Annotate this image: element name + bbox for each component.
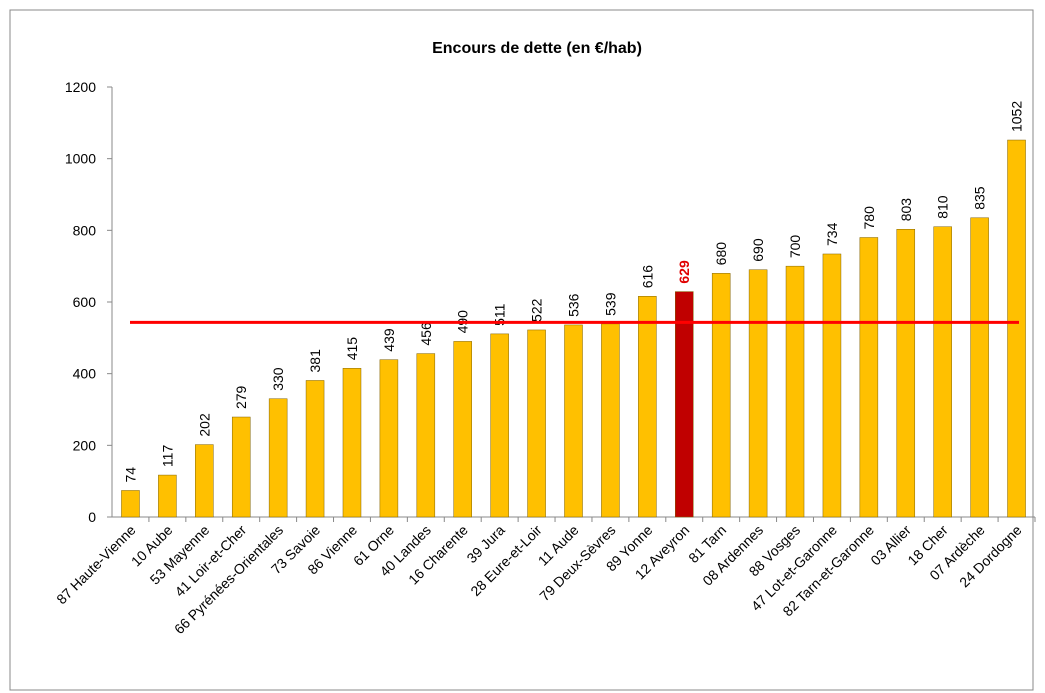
y-tick-label: 200	[73, 437, 97, 453]
value-label: 616	[639, 265, 655, 289]
chart-title: Encours de dette (en €/hab)	[432, 40, 642, 57]
value-label: 117	[159, 445, 175, 468]
bar	[195, 444, 214, 518]
value-label: 629	[676, 260, 692, 284]
bar	[970, 217, 989, 518]
value-label: 279	[233, 385, 249, 409]
bar	[342, 368, 362, 518]
y-tick-label: 1200	[65, 79, 96, 95]
value-label: 415	[344, 337, 360, 361]
chart-frame	[9, 9, 1034, 691]
value-label: 536	[566, 293, 582, 317]
bar	[453, 341, 472, 518]
bar	[379, 359, 399, 518]
y-tick-label: 400	[73, 366, 97, 382]
value-label: 803	[898, 198, 914, 222]
value-label: 835	[972, 186, 988, 210]
bar	[675, 291, 694, 518]
value-label: 74	[122, 467, 138, 483]
bar	[785, 265, 805, 518]
bar	[490, 333, 509, 518]
value-label: 539	[602, 292, 618, 316]
value-label: 381	[307, 349, 323, 373]
value-label: 202	[196, 413, 212, 437]
bar	[711, 273, 731, 518]
bar	[601, 323, 620, 518]
bar	[268, 398, 288, 518]
y-tick-label: 800	[73, 222, 97, 238]
bar	[822, 253, 842, 518]
bar	[231, 416, 251, 518]
y-tick-label: 600	[73, 294, 97, 310]
bar	[638, 296, 657, 518]
bar	[527, 329, 546, 518]
bar	[305, 380, 325, 518]
value-label: 810	[935, 195, 951, 219]
bar	[933, 226, 952, 518]
value-label: 780	[861, 206, 877, 230]
y-tick-label: 1000	[65, 151, 96, 167]
value-label: 680	[713, 242, 729, 266]
value-label: 690	[750, 238, 766, 262]
bar	[896, 229, 916, 518]
y-tick-label: 0	[88, 509, 96, 525]
bar	[1007, 139, 1026, 518]
bar	[564, 324, 583, 518]
value-label: 511	[492, 303, 508, 326]
bar	[121, 490, 140, 518]
value-label: 330	[270, 367, 286, 391]
bar	[748, 269, 768, 518]
bar	[859, 237, 879, 518]
value-label: 439	[381, 328, 397, 352]
value-label: 456	[418, 322, 434, 346]
value-label: 700	[787, 235, 803, 259]
bar	[158, 474, 177, 518]
value-label: 522	[529, 298, 545, 322]
value-label: 734	[824, 222, 840, 246]
bar	[416, 353, 436, 518]
value-label: 1052	[1009, 101, 1025, 132]
